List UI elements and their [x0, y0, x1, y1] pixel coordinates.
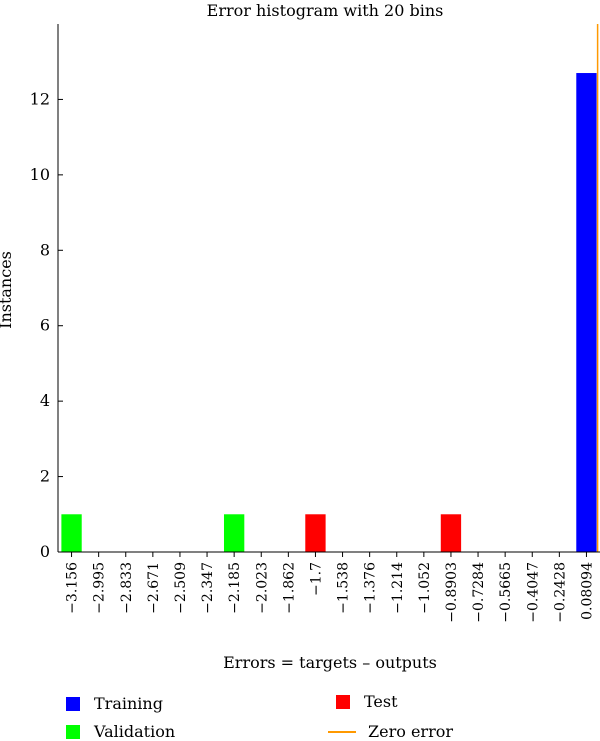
- legend-label-test: Test: [364, 692, 398, 711]
- x-tick-label-18: −0.2428: [552, 562, 568, 623]
- legend-swatch-zero-error: [328, 730, 356, 733]
- x-tick-label-17: −0.4047: [525, 562, 541, 623]
- legend-swatch-validation: [66, 724, 80, 739]
- x-tick-label-12: −1.214: [390, 562, 406, 614]
- y-tick-label-12: 12: [30, 89, 50, 108]
- bars-layer: [61, 24, 599, 553]
- legend-label-validation: Validation: [94, 722, 176, 741]
- x-tick-label-8: −1.862: [281, 562, 297, 614]
- legend-item-zero-error: Zero error: [328, 722, 453, 741]
- legend-item-training: Training: [66, 694, 163, 713]
- x-axis-label: Errors = targets – outputs: [223, 653, 437, 672]
- axes-layer: [57, 24, 600, 557]
- x-tick-label-13: −1.052: [417, 562, 433, 614]
- y-tick-label-0: 0: [40, 542, 50, 561]
- x-tick-label-5: −2.347: [200, 562, 216, 614]
- legend-swatch-training: [66, 696, 80, 711]
- legend-item-test: Test: [336, 692, 398, 711]
- x-tick-label-1: −2.995: [92, 562, 108, 614]
- x-tick-label-14: −0.8903: [444, 562, 460, 623]
- x-tick-label-0: −3.156: [65, 562, 81, 614]
- legend-swatch-test: [336, 694, 350, 709]
- x-tick-label-10: −1.538: [336, 562, 352, 614]
- x-tick-label-2: −2.833: [119, 562, 135, 614]
- y-tick-label-6: 6: [40, 316, 50, 335]
- x-tick-label-6: −2.185: [227, 562, 243, 614]
- bar-validation-0: [61, 514, 82, 552]
- bar-test-9: [305, 514, 326, 552]
- y-axis-label: Instances: [0, 251, 15, 329]
- y-tick-label-10: 10: [30, 165, 50, 184]
- y-tick-label-8: 8: [40, 240, 50, 259]
- y-tick-label-4: 4: [40, 391, 50, 410]
- legend-label-training: Training: [94, 694, 163, 713]
- chart-title: Error histogram with 20 bins: [207, 1, 444, 20]
- bar-test-14: [440, 514, 462, 552]
- y-tick-label-2: 2: [40, 467, 50, 486]
- x-tick-label-11: −1.376: [363, 562, 379, 614]
- x-tick-label-16: −0.5665: [498, 562, 514, 623]
- x-tick-label-15: −0.7284: [471, 562, 487, 623]
- legend-label-zero-error: Zero error: [368, 722, 453, 741]
- legend: Training Validation Test Zero error: [66, 690, 586, 741]
- bar-validation-6: [223, 514, 245, 552]
- bar-training-19: [576, 73, 597, 553]
- y-tick-labels: 0 2 4 6 8 10 12: [30, 89, 50, 561]
- x-tick-label-3: −2.671: [146, 562, 162, 614]
- x-tick-label-9: −1.7: [308, 562, 324, 596]
- x-tick-label-19: 0.08094: [579, 562, 595, 620]
- x-tick-label-7: −2.023: [254, 562, 270, 614]
- legend-item-validation: Validation: [66, 722, 175, 741]
- x-tick-label-4: −2.509: [173, 562, 189, 614]
- x-tick-labels: −3.156 −2.995 −2.833 −2.671 −2.509 −2.347 −2.1…: [65, 562, 596, 623]
